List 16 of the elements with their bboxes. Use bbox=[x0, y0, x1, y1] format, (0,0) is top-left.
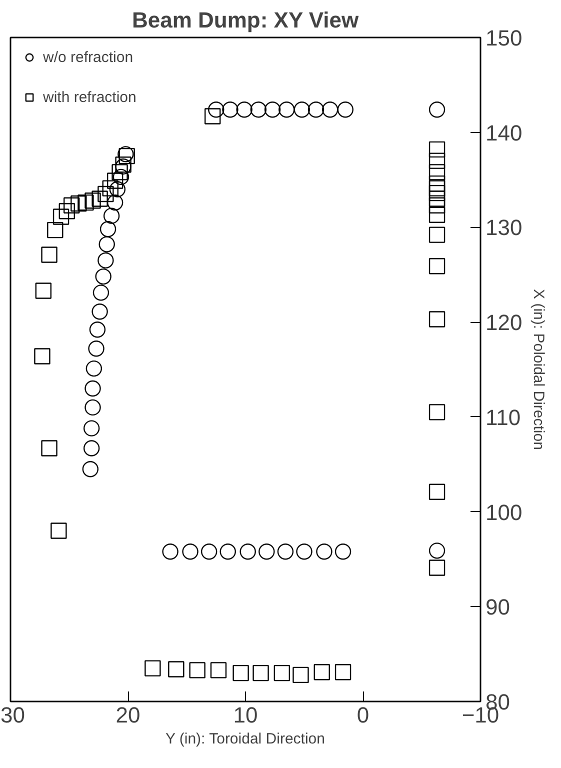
chart-title: Beam Dump: XY View bbox=[132, 8, 360, 32]
y-tick-label: 90 bbox=[486, 594, 510, 620]
y-tick-label: 120 bbox=[486, 310, 522, 336]
x-tick-label: 0 bbox=[356, 702, 370, 728]
legend-label: w/o refraction bbox=[43, 48, 134, 66]
y-tick-label: 100 bbox=[486, 500, 522, 525]
x-axis-title: Y (in): Toroidal Direction bbox=[165, 730, 325, 748]
y-tick-label: 130 bbox=[486, 215, 522, 240]
y-axis-title: X (in): Poloidal Direction bbox=[530, 289, 548, 450]
x-tick-label: 30 bbox=[0, 702, 25, 728]
y-tick-label: 110 bbox=[486, 404, 521, 430]
y-tick-label: 150 bbox=[486, 26, 522, 50]
legend-label: with refraction bbox=[43, 88, 136, 106]
y-tick-label: 140 bbox=[486, 120, 522, 146]
x-tick-label: 20 bbox=[116, 702, 140, 728]
x-tick-label: 10 bbox=[233, 702, 258, 728]
